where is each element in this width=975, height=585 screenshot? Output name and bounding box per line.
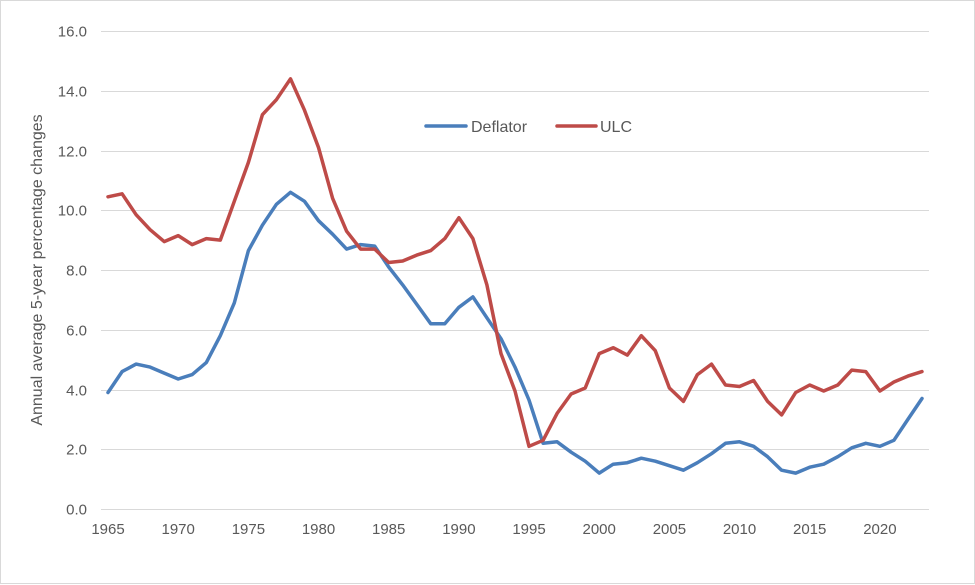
legend-item-ulc: ULC <box>555 119 632 136</box>
y-tick-label: 16.0 <box>58 24 87 41</box>
legend: Deflator ULC <box>424 119 632 136</box>
y-tick-label: 4.0 <box>66 383 87 400</box>
x-tick-label: 1965 <box>91 521 124 538</box>
x-tick-label: 2010 <box>723 521 756 538</box>
x-tick-label: 2015 <box>793 521 826 538</box>
legend-item-deflator: Deflator <box>424 119 528 136</box>
x-tick-label: 1995 <box>512 521 545 538</box>
x-tick-label: 1980 <box>302 521 335 538</box>
y-axis-title: Annual average 5-year percentage changes <box>29 114 46 425</box>
y-tick-label: 12.0 <box>58 144 87 161</box>
x-tick-label: 1985 <box>372 521 405 538</box>
gridlines <box>101 31 929 510</box>
x-tick-label: 1990 <box>442 521 475 538</box>
legend-label-deflator: Deflator <box>471 119 528 136</box>
legend-label-ulc: ULC <box>600 119 632 136</box>
x-tick-label: 2020 <box>863 521 896 538</box>
x-tick-label: 1970 <box>162 521 195 538</box>
y-tick-label: 14.0 <box>58 84 87 101</box>
y-tick-label: 0.0 <box>66 502 87 519</box>
y-tick-label: 2.0 <box>66 442 87 459</box>
y-tick-label: 8.0 <box>66 263 87 280</box>
x-tick-label: 1975 <box>232 521 265 538</box>
series-lines <box>106 77 924 475</box>
y-axis-tick-labels: 0.0 2.0 4.0 6.0 8.0 10.0 12.0 14.0 16.0 <box>58 24 87 519</box>
x-tick-label: 2000 <box>583 521 616 538</box>
y-tick-label: 6.0 <box>66 323 87 340</box>
series-line-ulc <box>106 77 924 449</box>
x-tick-label: 2005 <box>653 521 686 538</box>
y-tick-label: 10.0 <box>58 203 87 220</box>
x-axis-tick-labels: 1965 1970 1975 1980 1985 1990 1995 2000 2005 2010… <box>91 521 896 538</box>
series-line-deflator <box>106 190 924 475</box>
